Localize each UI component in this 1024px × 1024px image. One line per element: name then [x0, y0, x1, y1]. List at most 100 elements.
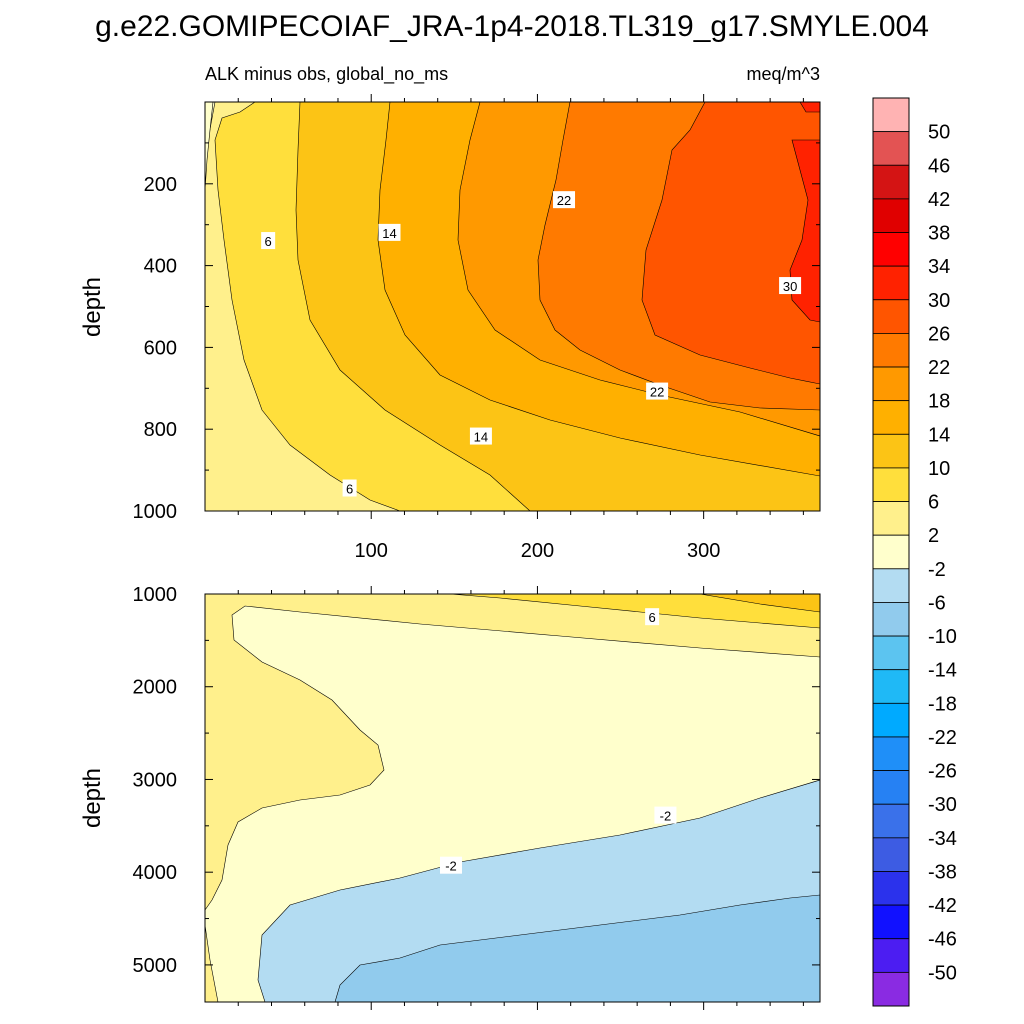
contour-label: 22	[646, 382, 669, 400]
colorbar-label: -10	[928, 626, 957, 648]
band-top-26-30	[641, 102, 820, 385]
colorbar-swatch	[872, 938, 910, 973]
colorbar-label: 26	[928, 323, 950, 345]
bottom-axis-ticks: 1000 2000 3000 4000 5000	[133, 584, 820, 1010]
colorbar-swatch	[872, 635, 910, 671]
colorbar-label: 2	[928, 525, 939, 547]
colorbar-label: -42	[928, 895, 957, 917]
colorbar-label: -34	[928, 828, 957, 850]
colorbar-label: 6	[928, 492, 939, 514]
contour-label: -2	[440, 856, 462, 874]
colorbar-label: -18	[928, 693, 957, 715]
y-tick-label: 2000	[133, 677, 178, 699]
contour-label-text: 6	[265, 234, 272, 249]
colorbar-swatch	[872, 602, 910, 637]
contour-label-text: 22	[650, 385, 664, 400]
contour-label: 6	[261, 232, 276, 250]
contour-label-bg	[469, 427, 492, 445]
contour-label-text: -2	[445, 859, 457, 874]
colorbar-swatch	[872, 299, 910, 334]
colorbar-label: -30	[928, 794, 957, 816]
band-bot-2-6-left	[205, 594, 820, 911]
y-tick-label: 1000	[133, 584, 178, 606]
figure-title: g.e22.GOMIPECOIAF_JRA-1p4-2018.TL319_g17…	[95, 10, 929, 43]
band-bot-6-10	[449, 594, 820, 629]
colorbar-label: -46	[928, 929, 957, 951]
contour-label-bg	[261, 232, 276, 250]
contour-label-text: 6	[346, 482, 353, 497]
top-axis-ticks: 200 400 600 800 1000 100 200 300	[133, 94, 820, 562]
colorbar-swatch	[872, 97, 910, 133]
y-tick-label: 200	[144, 174, 177, 196]
bottom-plot-frame	[204, 593, 821, 1003]
colorbar-label: -22	[928, 727, 957, 749]
contour-label-bg	[646, 382, 669, 400]
bottom-y-axis-label: depth	[79, 768, 106, 828]
bottom-contour-fill	[205, 594, 820, 1002]
colorbar-label: 38	[928, 223, 950, 245]
colorbar-label: 30	[928, 290, 950, 312]
band-bot-minus10-minus6	[334, 894, 820, 1002]
colorbar-swatch	[872, 871, 910, 906]
contour-label: 22	[553, 191, 576, 209]
colorbar-swatch	[872, 904, 910, 940]
colorbar-label: 10	[928, 458, 950, 480]
band-top-34-plus	[799, 102, 820, 113]
contour-label-text: 14	[382, 226, 396, 241]
colorbar-swatch	[872, 366, 910, 402]
contour-label-text: 22	[557, 193, 571, 208]
colorbar-label: 22	[928, 357, 950, 379]
colorbar-swatch	[872, 568, 910, 603]
colorbar-label: -50	[928, 962, 957, 984]
colorbar-label: -6	[928, 592, 946, 614]
colorbar-swatch	[872, 433, 910, 469]
colorbar-swatch	[872, 736, 910, 771]
y-tick-label: 1000	[133, 501, 178, 523]
colorbar-swatch	[872, 467, 910, 502]
band-bot-10-14	[699, 594, 820, 613]
colorbar-swatch	[872, 669, 910, 704]
y-tick-label: 800	[144, 419, 177, 441]
contour-label-bg	[654, 806, 677, 824]
colorbar-swatch	[872, 501, 910, 536]
colorbar-swatch	[872, 164, 910, 200]
contour-label: -2	[654, 806, 677, 824]
top-contour-fill	[205, 102, 820, 511]
colorbar-swatch	[872, 971, 910, 1007]
band-bot-2-6-corner	[205, 924, 219, 1002]
colorbar-swatch	[872, 333, 910, 368]
colorbar-label: 14	[928, 424, 950, 446]
top-contour-labels: 6 6 14 14 22 22 30	[261, 191, 802, 497]
colorbar-swatch	[872, 198, 910, 233]
contour-label-bg	[440, 856, 462, 874]
colorbar-frame	[872, 97, 910, 1007]
colorbar-label: 46	[928, 155, 950, 177]
colorbar-label: -26	[928, 761, 957, 783]
subtitle-right: meq/m^3	[747, 64, 820, 84]
contour-label: 30	[779, 277, 802, 295]
contour-label-bg	[779, 277, 802, 295]
colorbar-label: -2	[928, 559, 946, 581]
colorbar-swatch	[872, 702, 910, 738]
colorbar-swatch	[872, 131, 910, 166]
y-tick-label: 3000	[133, 769, 178, 791]
colorbar-swatch	[872, 265, 910, 301]
contour-label-text: 14	[474, 430, 488, 445]
colorbar-label: -38	[928, 861, 957, 883]
contour-label: 14	[469, 427, 492, 445]
y-tick-label: 5000	[133, 955, 178, 977]
contour-label-bg	[342, 479, 357, 497]
colorbar-label: 42	[928, 189, 950, 211]
contour-label-bg	[645, 608, 660, 626]
contour-label-bg	[378, 223, 401, 241]
colorbar-swatch	[872, 400, 910, 435]
x-tick-label: 300	[687, 540, 720, 562]
band-top-2-6-edge	[205, 102, 214, 191]
colorbar-swatch	[872, 803, 910, 839]
contour-label-bg	[553, 191, 576, 209]
contour-label: 6	[342, 479, 357, 497]
colorbar-swatch	[872, 837, 910, 872]
colorbar-swatch	[872, 770, 910, 805]
y-tick-label: 4000	[133, 862, 178, 884]
